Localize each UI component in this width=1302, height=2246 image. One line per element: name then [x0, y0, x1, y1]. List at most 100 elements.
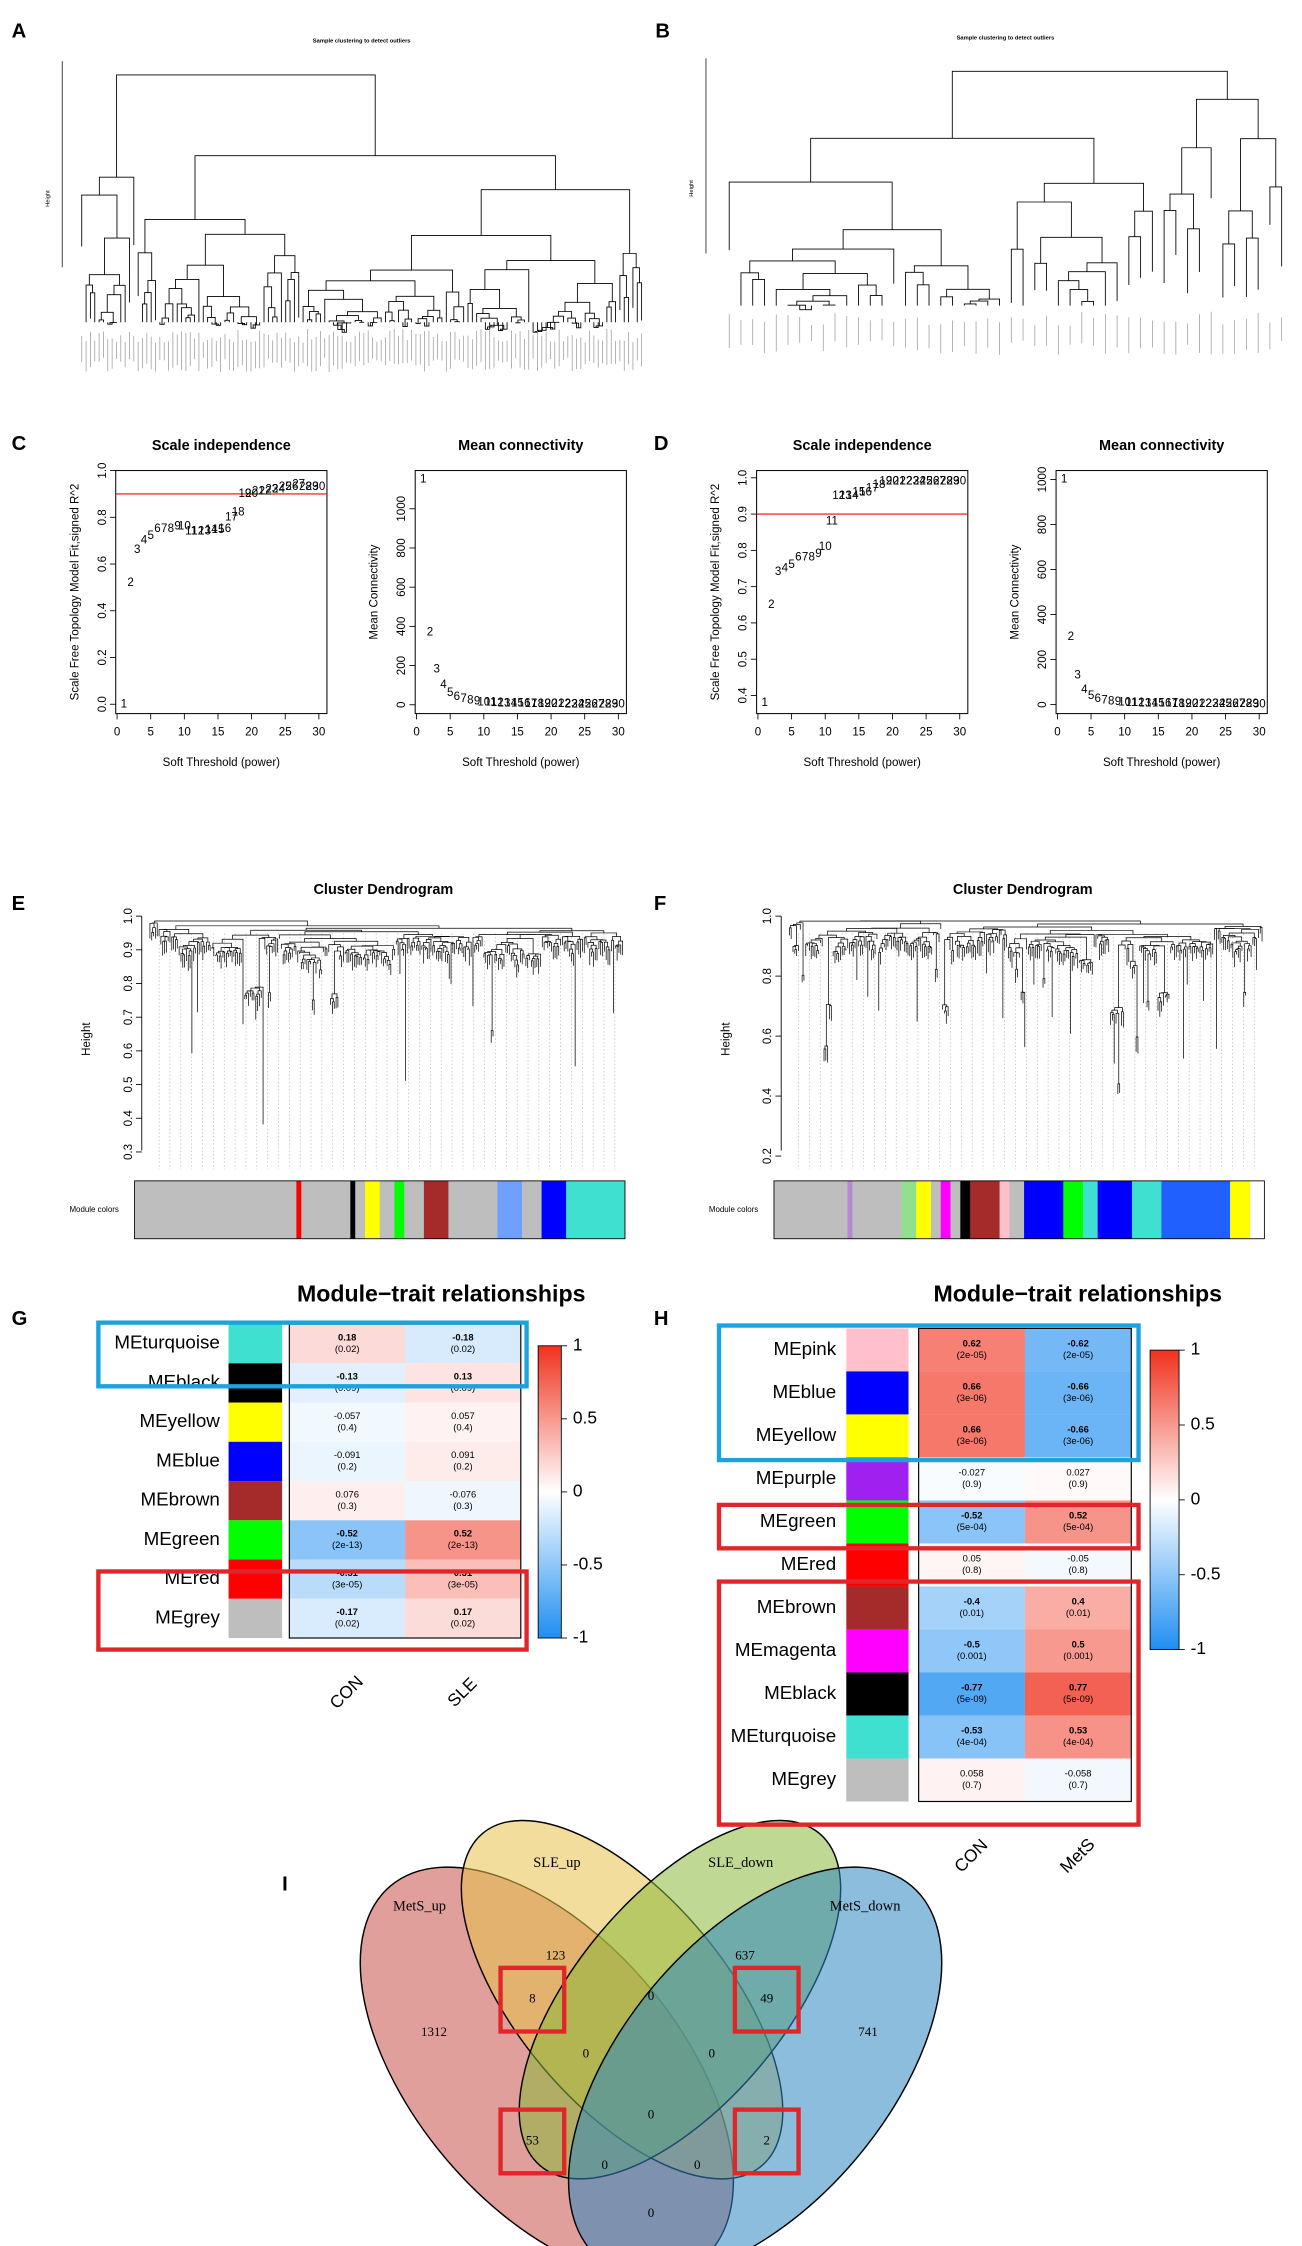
branch — [194, 155, 556, 220]
branch — [369, 322, 378, 326]
y-axis-label: Height — [45, 190, 51, 207]
heat-cell — [405, 1520, 521, 1560]
branch — [549, 942, 552, 952]
branch — [411, 235, 552, 271]
cell-value: -0.5 — [964, 1639, 980, 1650]
branch — [309, 310, 319, 320]
branch — [474, 945, 477, 953]
branch — [563, 942, 567, 952]
module-color — [521, 1180, 543, 1239]
branch — [788, 927, 792, 940]
branch — [175, 939, 178, 952]
branch — [1010, 248, 1024, 306]
branch — [589, 948, 593, 966]
branch — [381, 952, 387, 964]
point-label: 30 — [953, 475, 966, 487]
y-tick-label: 1.0 — [123, 908, 135, 924]
branch — [521, 953, 525, 965]
column-label: CON — [950, 1835, 991, 1876]
branch — [1099, 943, 1102, 961]
branch — [1222, 935, 1236, 938]
branch — [1022, 992, 1026, 1048]
branch — [1081, 959, 1092, 963]
x-tick-label: 10 — [1118, 726, 1131, 738]
point-label: 25 — [578, 698, 591, 710]
y-tick-label: 200 — [396, 656, 408, 675]
branch — [871, 949, 874, 961]
branch — [811, 942, 817, 947]
branch — [272, 316, 278, 323]
y-axis-label: Mean Connectivity — [369, 544, 381, 639]
point-label: 17 — [866, 483, 879, 495]
branch — [934, 969, 938, 983]
branch — [137, 252, 153, 297]
branch — [202, 305, 212, 323]
cell-pvalue: (0.4) — [338, 1421, 357, 1432]
branch — [544, 934, 559, 940]
branch — [261, 937, 277, 939]
point-label: 13 — [839, 490, 852, 502]
branch — [1082, 963, 1086, 970]
cell-pvalue: (0.01) — [960, 1607, 985, 1618]
point-label: 7 — [1101, 695, 1107, 707]
y-tick-label: 0.5 — [123, 1077, 135, 1093]
branch — [337, 946, 344, 962]
branch — [416, 941, 421, 955]
branch — [1020, 991, 1025, 1001]
branch — [567, 941, 574, 952]
branch — [977, 936, 983, 942]
row-label: MEgreen — [144, 1528, 220, 1549]
colorbar-label: 0.5 — [1191, 1414, 1215, 1434]
cell-value: -0.057 — [334, 1410, 361, 1421]
branch — [958, 946, 962, 959]
branch — [1178, 942, 1187, 947]
branch — [463, 946, 467, 962]
cell-value: 0.091 — [451, 1449, 475, 1460]
region-count: 0 — [694, 2157, 701, 2172]
x-tick-label: 10 — [819, 726, 832, 738]
y-axis-label: Scale Free Topology Model Fit,signed R^2 — [69, 484, 81, 701]
point-label: 29 — [947, 475, 960, 487]
branch — [425, 947, 428, 959]
point-label: 25 — [1219, 698, 1232, 710]
cell-value: -0.62 — [1067, 1338, 1088, 1349]
point-label: 15 — [511, 698, 524, 710]
branch — [1192, 946, 1195, 962]
cell-value: 0.057 — [451, 1410, 475, 1421]
branch — [622, 252, 637, 276]
branch — [279, 934, 331, 939]
branch — [160, 935, 167, 945]
branch — [144, 219, 246, 253]
x-tick-label: 15 — [212, 726, 225, 738]
branch — [1208, 947, 1212, 958]
branch — [557, 311, 573, 319]
point-label: 26 — [286, 481, 299, 493]
cell-value: -0.53 — [961, 1725, 982, 1736]
branch — [1086, 262, 1118, 302]
branch — [851, 944, 854, 957]
branch — [399, 942, 405, 975]
branch — [206, 941, 210, 953]
branch — [1031, 947, 1035, 985]
row-label: MEred — [781, 1553, 836, 1574]
branch — [1161, 992, 1168, 995]
red-box — [96, 1569, 529, 1652]
module-swatch — [846, 1414, 909, 1458]
branch — [171, 936, 175, 951]
point-label: 5 — [147, 530, 153, 542]
heat-cell — [918, 1543, 1025, 1587]
module-color — [960, 1180, 971, 1239]
region-count: 0 — [648, 2106, 655, 2121]
branch — [1179, 949, 1183, 961]
y-axis-label: Height — [81, 1022, 93, 1056]
branch — [824, 1045, 829, 1063]
heat-cell — [918, 1328, 1025, 1372]
cell-pvalue: (2e-13) — [332, 1539, 362, 1550]
branch — [1020, 933, 1081, 939]
branch — [1244, 943, 1251, 993]
branch — [913, 265, 969, 290]
branch — [456, 940, 461, 950]
branch — [1150, 941, 1174, 946]
branch — [193, 938, 203, 942]
x-tick-label: 15 — [511, 726, 524, 738]
